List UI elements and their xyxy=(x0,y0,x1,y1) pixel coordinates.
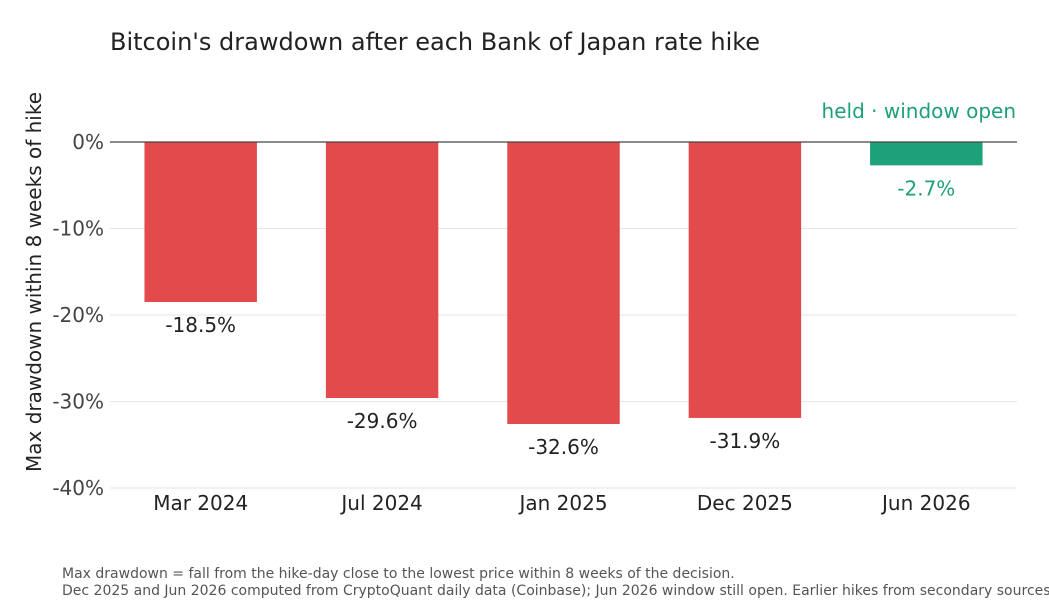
y-tick-label: -10% xyxy=(52,217,104,241)
data-label: -31.9% xyxy=(710,429,781,453)
data-label: -32.6% xyxy=(528,435,599,459)
y-tick-label: -30% xyxy=(52,390,104,414)
x-category-label: Mar 2024 xyxy=(153,491,248,515)
data-label: -2.7% xyxy=(897,176,955,200)
bar xyxy=(870,142,983,166)
data-labels: -18.5% -29.6% -32.6% -31.9% -2.7% xyxy=(165,176,955,459)
y-tick-label: -40% xyxy=(52,476,104,500)
annotation-label: held · window open xyxy=(822,99,1016,123)
data-label: -29.6% xyxy=(347,409,418,433)
bar xyxy=(507,142,620,424)
y-tick-label: 0% xyxy=(72,130,104,154)
x-category-label: Jun 2026 xyxy=(880,491,971,515)
y-ticks: 0% -10% -20% -30% -40% xyxy=(52,130,104,500)
x-category-label: Jan 2025 xyxy=(517,491,607,515)
data-label: -18.5% xyxy=(165,313,236,337)
footnote-line-1: Max drawdown = fall from the hike-day cl… xyxy=(62,566,735,582)
chart-title: Bitcoin's drawdown after each Bank of Ja… xyxy=(110,28,760,56)
x-category-label: Jul 2024 xyxy=(339,491,422,515)
y-axis-label: Max drawdown within 8 weeks of hike xyxy=(22,92,46,472)
bar xyxy=(688,142,802,418)
x-category-label: Dec 2025 xyxy=(697,491,793,515)
bar xyxy=(325,142,439,399)
bar xyxy=(144,142,257,303)
footnote-line-2: Dec 2025 and Jun 2026 computed from Cryp… xyxy=(62,583,1049,599)
bars xyxy=(144,142,983,424)
annotations: held · window open xyxy=(822,99,1016,123)
x-categories: Mar 2024 Jul 2024 Jan 2025 Dec 2025 Jun 2026 xyxy=(153,491,970,515)
y-tick-label: -20% xyxy=(52,303,104,327)
